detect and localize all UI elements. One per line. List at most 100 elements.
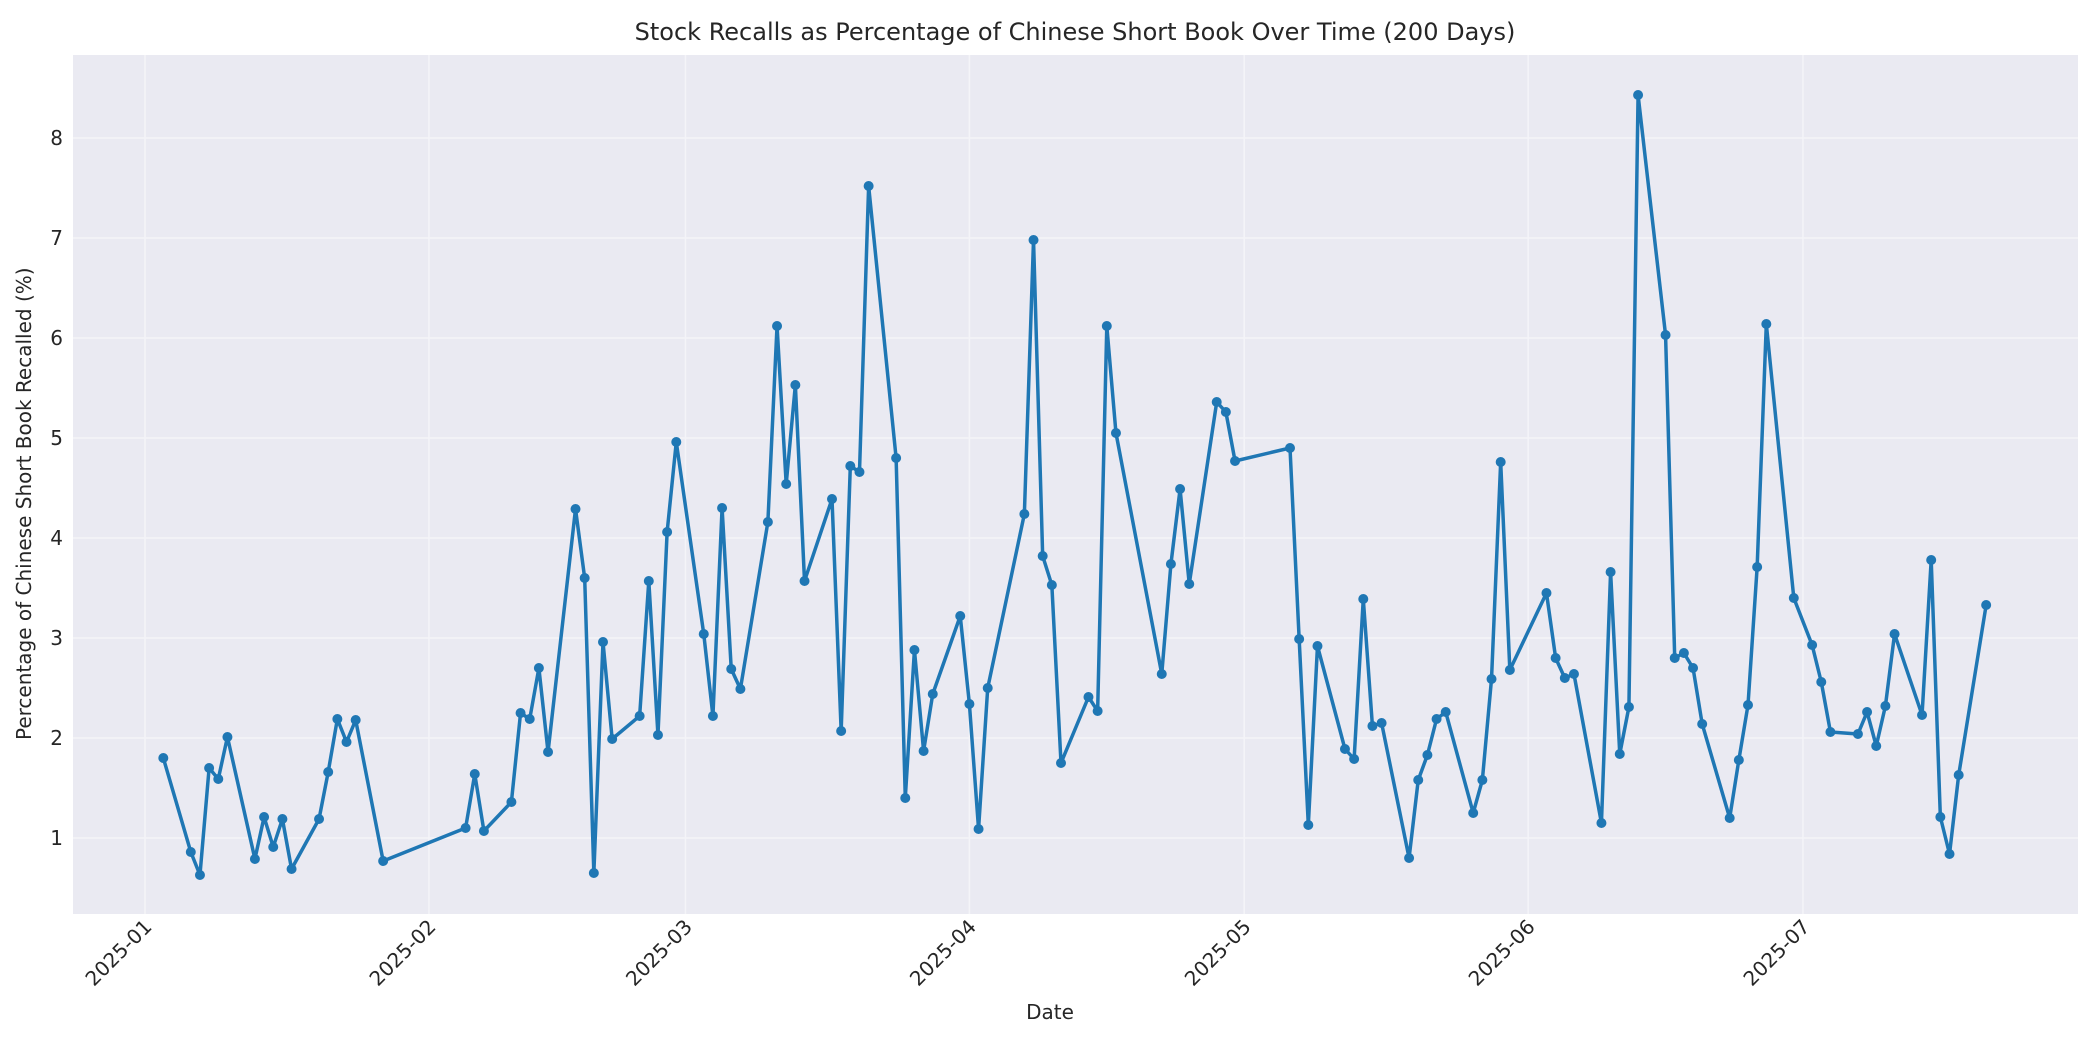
data-point <box>1752 562 1763 572</box>
x-tick-label: 2025-07 <box>1738 915 1814 991</box>
data-point <box>772 321 783 331</box>
data-point <box>1761 319 1772 329</box>
data-point <box>1175 484 1186 494</box>
data-point <box>469 769 480 779</box>
data-point <box>607 734 618 744</box>
data-point <box>836 726 847 736</box>
data-point <box>1935 812 1946 822</box>
data-point <box>1422 750 1433 760</box>
y-tick-label: 3 <box>50 626 63 650</box>
gridlines <box>73 55 2078 914</box>
data-point <box>790 380 801 390</box>
data-point <box>1944 849 1955 859</box>
data-point <box>1376 718 1387 728</box>
data-point <box>918 746 929 756</box>
x-axis-label: Date <box>1026 1000 1074 1024</box>
data-point <box>927 689 938 699</box>
data-point <box>1019 509 1030 519</box>
data-point <box>1623 702 1634 712</box>
data-point <box>1816 677 1827 687</box>
data-point <box>1101 321 1112 331</box>
data-point <box>1678 648 1689 658</box>
data-point <box>707 711 718 721</box>
data-point <box>726 664 737 674</box>
data-point <box>1504 665 1515 675</box>
y-tick-label: 5 <box>50 426 63 450</box>
data-point <box>955 611 966 621</box>
chart-title: Stock Recalls as Percentage of Chinese S… <box>634 18 1516 46</box>
data-point <box>909 645 920 655</box>
data-point <box>1669 653 1680 663</box>
data-point <box>863 181 874 191</box>
data-point <box>1165 559 1176 569</box>
data-point <box>1559 673 1570 683</box>
x-tick-label: 2025-03 <box>621 915 697 991</box>
data-point <box>185 847 196 857</box>
x-tick-label: 2025-05 <box>1180 915 1256 991</box>
x-tick-label: 2025-01 <box>80 915 156 991</box>
data-point <box>249 854 260 864</box>
data-point <box>506 797 517 807</box>
data-point <box>1028 235 1039 245</box>
data-point <box>1917 710 1928 720</box>
data-point <box>845 461 856 471</box>
data-point <box>662 527 673 537</box>
x-tick-label: 2025-04 <box>905 915 981 991</box>
data-point <box>1110 428 1121 438</box>
y-tick-label: 4 <box>50 526 63 550</box>
data-point <box>1092 706 1103 716</box>
data-point <box>1871 741 1882 751</box>
y-tick-label: 1 <box>50 826 63 850</box>
data-point <box>1477 775 1488 785</box>
data-point <box>1358 594 1369 604</box>
data-point <box>1852 729 1863 739</box>
data-point <box>982 683 993 693</box>
data-point <box>277 814 288 824</box>
data-point <box>762 517 773 527</box>
data-point <box>1156 669 1167 679</box>
data-point <box>1211 397 1222 407</box>
data-point <box>323 767 334 777</box>
data-point <box>1440 707 1451 717</box>
data-point <box>588 868 599 878</box>
data-point <box>350 715 361 725</box>
y-tick-label: 7 <box>50 226 63 250</box>
data-point <box>1404 853 1415 863</box>
data-point <box>1697 719 1708 729</box>
data-point <box>158 753 169 763</box>
data-point <box>1788 593 1799 603</box>
data-point <box>1981 600 1992 610</box>
data-point <box>1541 588 1552 598</box>
data-point <box>341 737 352 747</box>
data-point <box>964 699 975 709</box>
x-tick-label: 2025-06 <box>1464 915 1540 991</box>
data-point <box>314 814 325 824</box>
data-point <box>827 494 837 504</box>
data-point <box>854 467 865 477</box>
data-point <box>698 629 709 639</box>
data-point <box>900 793 911 803</box>
data-point <box>1862 707 1873 717</box>
data-point <box>1807 640 1818 650</box>
data-point <box>1889 629 1900 639</box>
data-point <box>1220 407 1231 417</box>
data-point <box>1230 456 1241 466</box>
y-axis-label: Percentage of Chinese Short Book Recalle… <box>12 267 36 740</box>
data-point <box>1294 634 1305 644</box>
data-point <box>194 870 205 880</box>
y-tick-label: 6 <box>50 326 63 350</box>
data-point <box>781 479 792 489</box>
data-point <box>1614 749 1625 759</box>
data-point <box>1688 663 1699 673</box>
data-point <box>1468 808 1479 818</box>
data-point <box>1037 551 1048 561</box>
data-point <box>1953 770 1964 780</box>
data-point <box>1486 674 1497 684</box>
data-point <box>1056 758 1066 768</box>
y-tick-label: 2 <box>50 726 63 750</box>
data-point <box>1431 714 1442 724</box>
x-tick-label: 2025-02 <box>364 915 440 991</box>
data-point <box>533 663 544 673</box>
data-point <box>1495 457 1506 467</box>
